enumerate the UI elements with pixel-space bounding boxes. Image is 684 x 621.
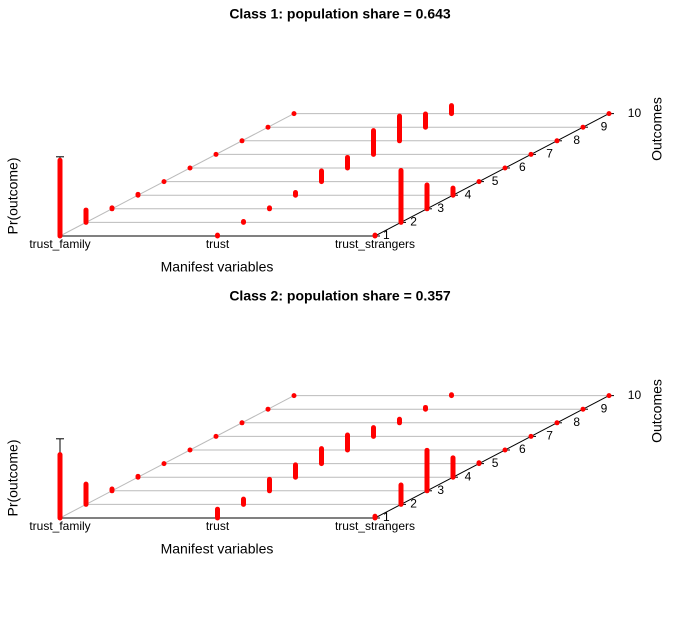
x-tick-label: trust bbox=[206, 237, 230, 251]
y-tick-label: 8 bbox=[573, 133, 580, 147]
floor-edge bbox=[59, 395, 295, 519]
y-tick-label: 3 bbox=[437, 201, 444, 215]
x-axis-label: Manifest variables bbox=[161, 541, 274, 557]
y-tick-label: 6 bbox=[519, 442, 526, 456]
axis-line bbox=[374, 395, 610, 519]
chart-title: Class 2: population share = 0.357 bbox=[229, 288, 451, 304]
x-axis-label: Manifest variables bbox=[161, 259, 274, 275]
y-tick-label: 5 bbox=[492, 174, 499, 188]
y-tick-label: 1 bbox=[383, 228, 390, 242]
z-axis-label: Pr(outcome) bbox=[5, 439, 21, 516]
y-tick-label: 4 bbox=[465, 469, 472, 483]
y-tick-label: 10 bbox=[628, 106, 642, 120]
chart-title: Class 1: population share = 0.643 bbox=[229, 6, 451, 22]
y-tick-label: 7 bbox=[546, 147, 553, 161]
y-tick-label: 2 bbox=[410, 497, 417, 511]
y-tick-label: 2 bbox=[410, 215, 417, 229]
x-tick-label: trust_strangers bbox=[335, 237, 415, 251]
axis-line bbox=[374, 113, 610, 237]
y-tick-label: 4 bbox=[465, 187, 472, 201]
y-tick-label: 7 bbox=[546, 429, 553, 443]
y-tick-label: 8 bbox=[573, 415, 580, 429]
y-tick-label: 6 bbox=[519, 160, 526, 174]
y-tick-label: 1 bbox=[383, 510, 390, 524]
z-axis-label: Pr(outcome) bbox=[5, 157, 21, 234]
x-tick-label: trust bbox=[206, 519, 230, 533]
y-tick-label: 3 bbox=[437, 483, 444, 497]
x-tick-label: trust_family bbox=[29, 519, 90, 533]
y-tick-label: 9 bbox=[601, 401, 608, 415]
y-tick-label: 10 bbox=[628, 388, 642, 402]
y-axis-label: Outcomes bbox=[649, 379, 665, 443]
x-tick-label: trust_strangers bbox=[335, 519, 415, 533]
y-tick-label: 9 bbox=[601, 119, 608, 133]
y-axis-label: Outcomes bbox=[649, 97, 665, 161]
y-tick-label: 5 bbox=[492, 456, 499, 470]
x-tick-label: trust_family bbox=[29, 237, 90, 251]
floor-edge bbox=[59, 113, 295, 237]
